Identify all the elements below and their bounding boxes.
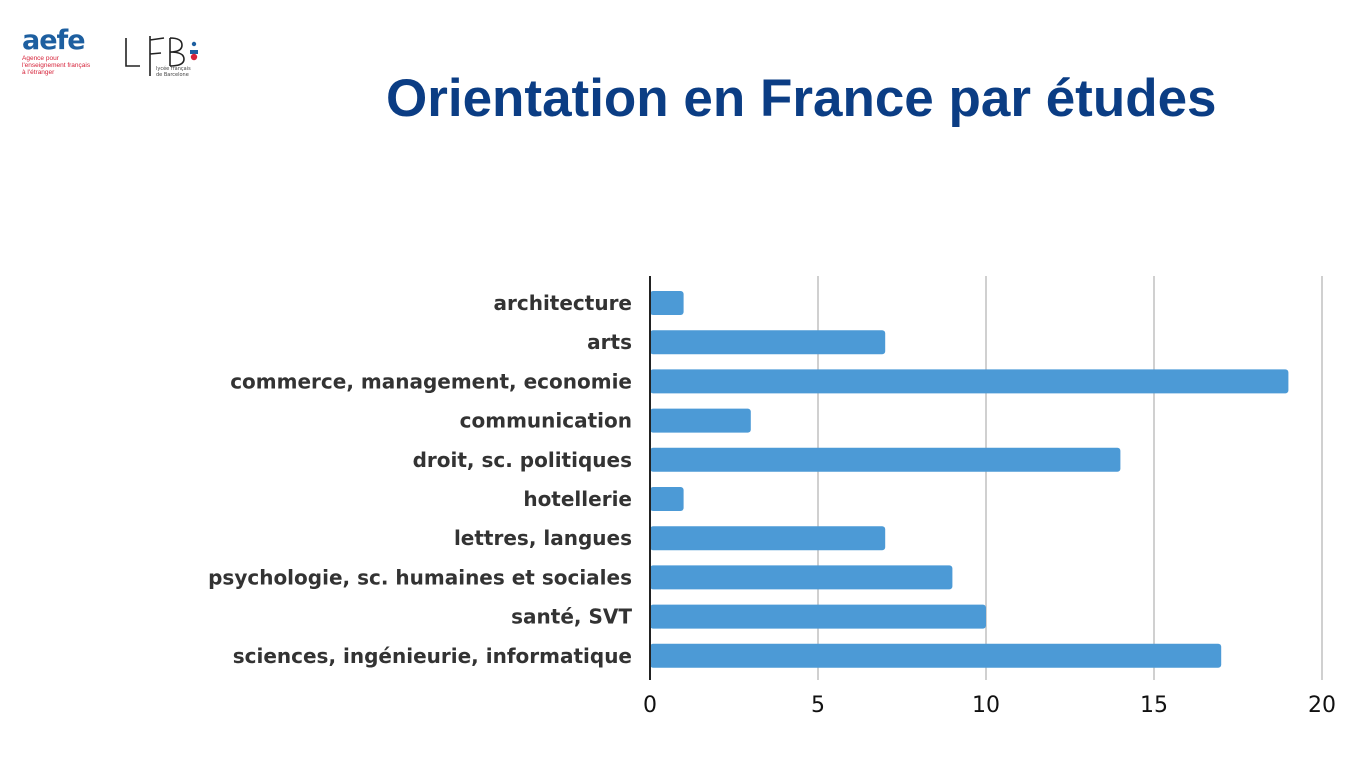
bar-1 xyxy=(650,330,886,355)
x-tick-label-3: 15 xyxy=(1140,693,1168,718)
aefe-logo-line2: l'enseignement français xyxy=(22,62,91,69)
category-label-6: lettres, langues xyxy=(454,526,632,550)
category-label-9: sciences, ingénieurie, informatique xyxy=(233,644,632,668)
bar-3 xyxy=(650,408,751,433)
x-tick-label-1: 5 xyxy=(811,693,825,718)
aefe-logo-tagline: Agence pour l'enseignement français à l'… xyxy=(22,55,102,76)
page-title: Orientation en France par études xyxy=(386,69,1217,128)
category-label-7: psychologie, sc. humaines et sociales xyxy=(208,565,632,589)
bar-4 xyxy=(650,447,1121,472)
lfb-logo: lycée français de Barcelone xyxy=(120,28,210,83)
category-label-1: arts xyxy=(587,330,632,354)
lfb-logo-line2: de Barcelone xyxy=(156,72,189,78)
category-label-2: commerce, management, economie xyxy=(230,369,632,393)
bar-6 xyxy=(650,526,886,551)
aefe-logo-word: aefe xyxy=(22,25,86,56)
lfb-logo-line1: lycée français xyxy=(156,65,191,72)
category-label-0: architecture xyxy=(493,291,632,315)
x-tick-label-2: 10 xyxy=(972,693,1000,718)
bar-0 xyxy=(650,291,684,315)
x-tick-label-0: 0 xyxy=(643,693,657,718)
aefe-logo-line3: à l'étranger xyxy=(22,69,55,76)
aefe-logo-line1: Agence pour xyxy=(22,55,59,62)
x-tick-label-4: 20 xyxy=(1308,693,1336,718)
category-label-4: droit, sc. politiques xyxy=(413,448,632,472)
category-label-3: communication xyxy=(460,409,632,433)
category-label-8: santé, SVT xyxy=(511,605,632,629)
bar-9 xyxy=(650,643,1222,668)
bar-8 xyxy=(650,604,986,629)
aefe-logo: aefe Agence pour l'enseignement français… xyxy=(22,26,102,84)
category-label-5: hotellerie xyxy=(523,487,632,511)
bar-7 xyxy=(650,565,953,590)
lfb-logo-mark: lycée français de Barcelone xyxy=(125,36,198,78)
bar-5 xyxy=(650,487,684,511)
bar-2 xyxy=(650,369,1289,394)
